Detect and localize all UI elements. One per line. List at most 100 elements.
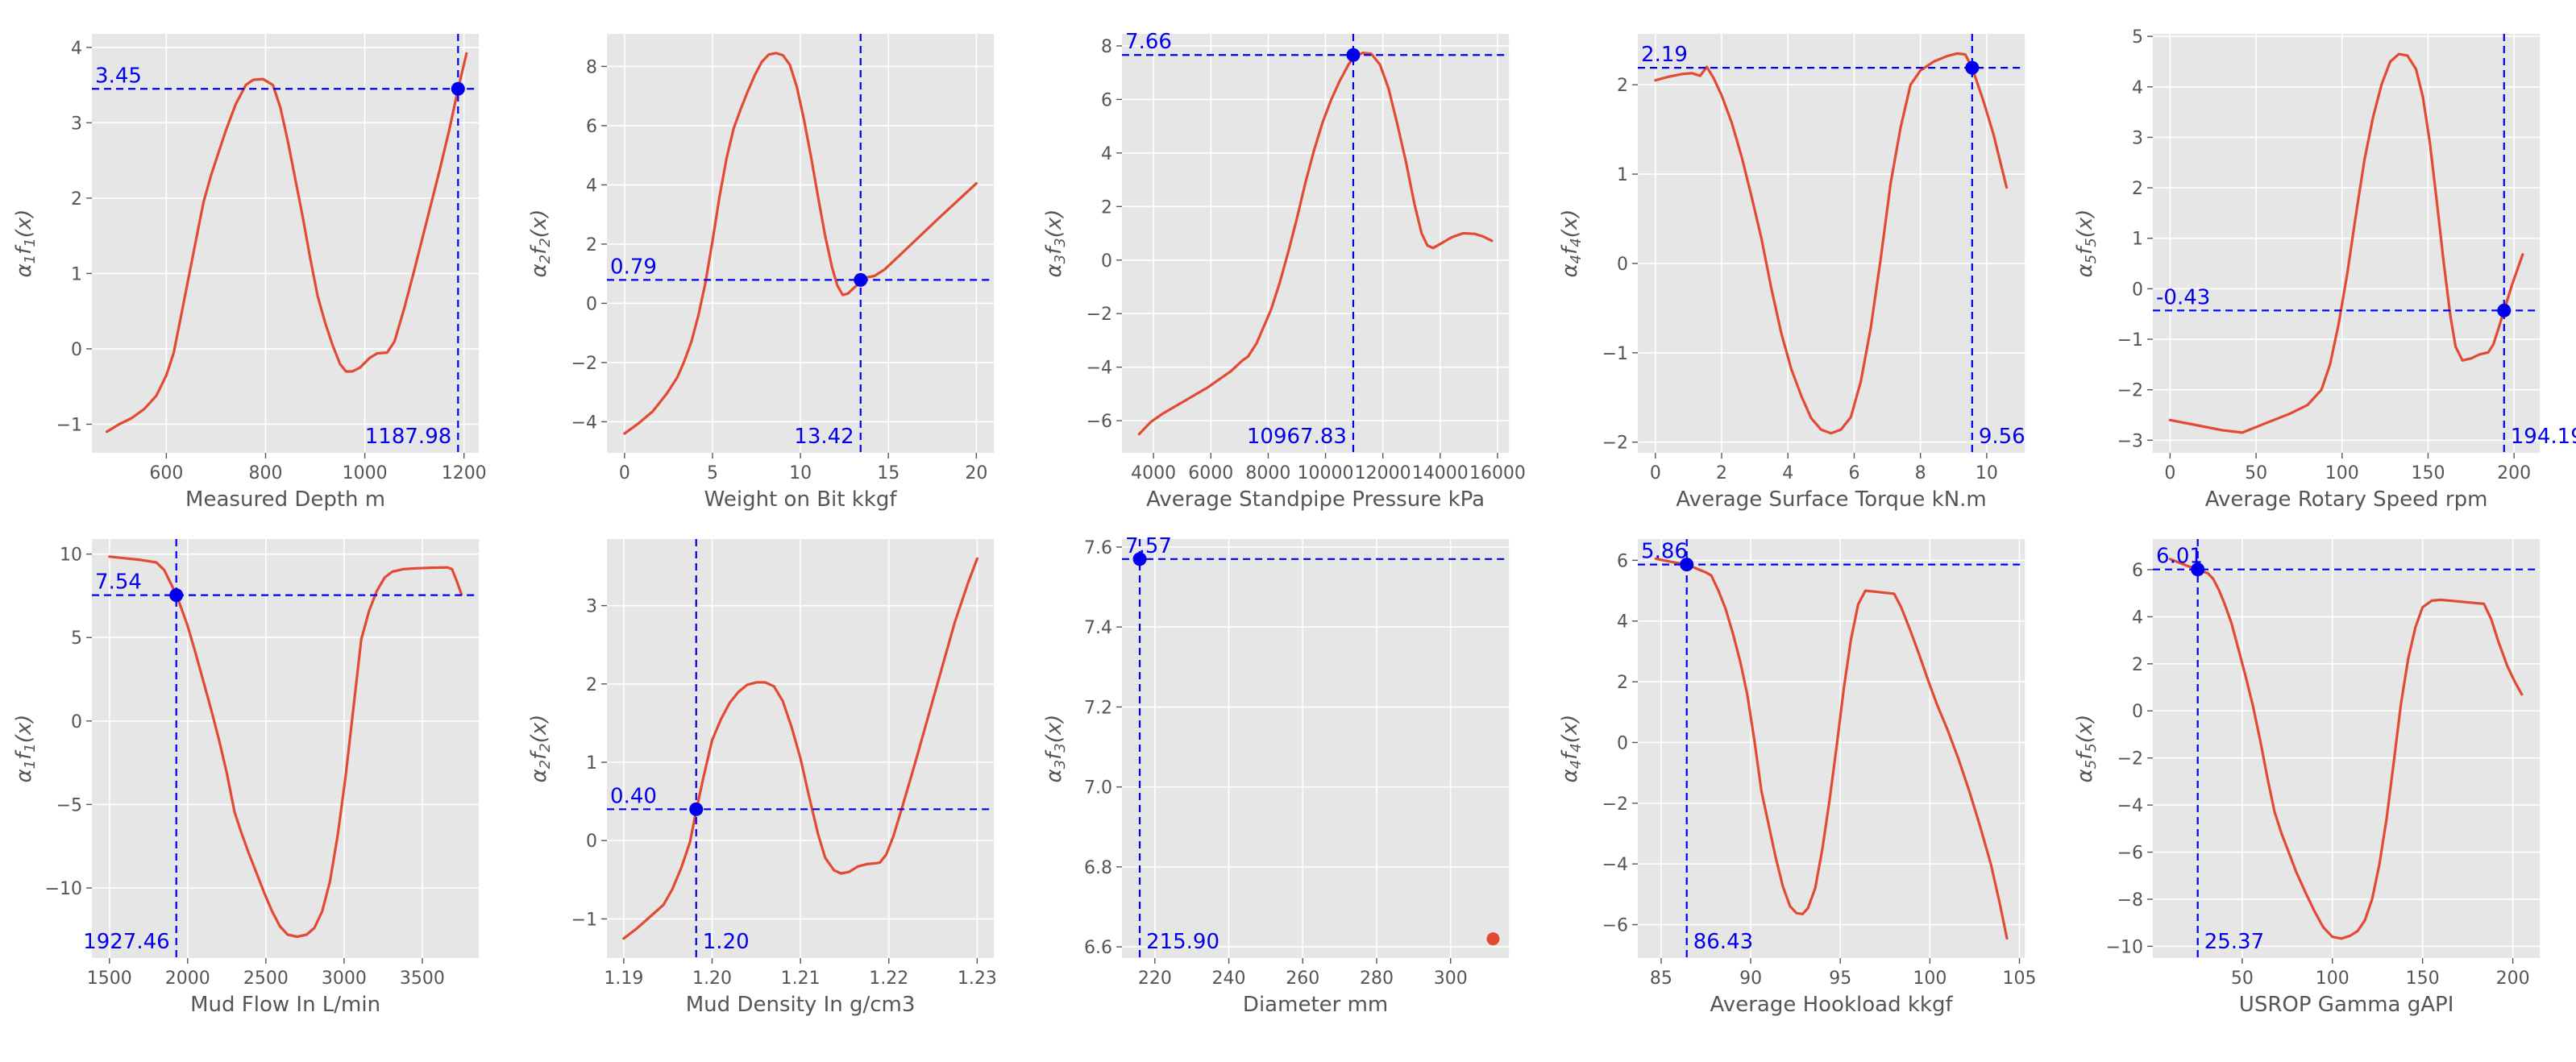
y-tick-label: 6	[1617, 551, 1628, 571]
x-tick-label: 1.21	[781, 969, 821, 989]
x-tick-label: 8000	[1246, 463, 1291, 483]
x-tick-label: 2500	[243, 969, 289, 989]
x-tick-label: 1.23	[958, 969, 997, 989]
y-value-annotation: 7.54	[95, 570, 142, 595]
y-tick-label: −6	[1602, 916, 1627, 936]
x-tick-label: 10	[789, 463, 812, 483]
chart-canvas-usrop-gamma: 50 100 150 200 −10 −8 −6 −4 −2 0 2 4 6 6.01 25.37 USROP…	[2073, 539, 2540, 1017]
x-axis-label: Mud Density In g/cm3	[686, 993, 916, 1017]
y-tick-label: −4	[1086, 359, 1112, 379]
y-axis-label: α2f2(x)	[527, 715, 554, 783]
marker-point	[451, 81, 465, 96]
x-tick-label: 1200	[442, 463, 487, 483]
x-tick-label: 85	[1649, 969, 1672, 989]
x-tick-label: 16000	[1469, 463, 1526, 483]
y-tick-label: 6.8	[1084, 858, 1112, 878]
chart-weight-on-bit: 0 5 10 15 20 −4 −2 0 2 4 6 8 0.79 13.42 Weight on Bit …	[515, 0, 1030, 531]
y-axis-label: α3f3(x)	[1042, 715, 1069, 783]
y-tick-label: −10	[45, 879, 82, 899]
chart-measured-depth: 600 800 1000 1200 −1 0 1 2 3 4 3.45 1187.98 Measured…	[0, 0, 515, 531]
y-tick-label: 6	[2132, 561, 2143, 581]
x-tick-label: 5	[707, 463, 718, 483]
y-tick-label: −4	[571, 413, 597, 433]
y-tick-label: 0	[1617, 255, 1628, 275]
shape-function-curve	[1653, 52, 2008, 435]
marker-point	[1964, 60, 1979, 75]
x-value-annotation: 1187.98	[365, 425, 452, 449]
y-tick-label: 1	[71, 264, 82, 284]
y-value-annotation: -0.43	[2156, 285, 2210, 309]
y-tick-label: −1	[2117, 330, 2142, 351]
x-tick-label: 150	[2411, 463, 2445, 483]
y-tick-label: 5	[2132, 27, 2143, 48]
x-tick-label: 150	[2405, 969, 2439, 989]
y-tick-label: 0	[586, 294, 597, 314]
x-tick-label: 100	[2325, 463, 2359, 483]
y-tick-label: −2	[2117, 381, 2142, 401]
x-value-annotation: 9.56	[1978, 425, 2025, 449]
y-tick-label: −2	[1602, 434, 1627, 454]
y-value-annotation: 7.57	[1125, 534, 1172, 558]
chart-canvas-mud-flow-in: 1500 2000 2500 3000 3500 −10 −5 0 5 10 7.54 1927.46…	[12, 539, 480, 1017]
y-value-annotation: 5.86	[1641, 540, 1688, 564]
x-tick-label: 1.19	[605, 969, 644, 989]
y-axis-label: α1f1(x)	[12, 209, 39, 278]
x-value-annotation: 1927.46	[83, 930, 170, 954]
y-tick-label: 0	[2132, 280, 2143, 300]
y-tick-label: −1	[1602, 344, 1627, 364]
y-tick-label: 0	[71, 712, 82, 732]
shape-function-curve	[2168, 558, 2524, 940]
plot-area	[1122, 539, 1510, 958]
y-tick-label: 6.6	[1084, 938, 1112, 958]
y-axis-label: α2f2(x)	[527, 209, 554, 278]
x-tick-label: 95	[1829, 969, 1851, 989]
shape-function-curve	[1138, 51, 1494, 436]
y-tick-label: 2	[586, 235, 597, 255]
y-tick-label: 4	[2132, 608, 2143, 628]
marker-point	[2190, 562, 2204, 577]
y-value-annotation: 7.66	[1125, 30, 1172, 54]
x-tick-label: 4	[1782, 463, 1793, 483]
x-tick-label: 12000	[1355, 463, 1411, 483]
y-value-annotation: 0.40	[610, 784, 657, 808]
x-tick-label: 105	[2002, 969, 2036, 989]
y-value-annotation: 3.45	[95, 64, 142, 88]
y-axis-label: α4f4(x)	[1558, 209, 1585, 278]
x-axis-label: Diameter mm	[1243, 993, 1388, 1017]
y-tick-label: −8	[2117, 890, 2142, 911]
x-tick-label: 1500	[87, 969, 132, 989]
x-tick-label: 2	[1716, 463, 1727, 483]
x-tick-label: 100	[2316, 969, 2350, 989]
y-tick-label: 7.0	[1084, 778, 1112, 799]
x-tick-label: 50	[2231, 969, 2254, 989]
x-tick-label: 6	[1848, 463, 1859, 483]
y-value-annotation: 0.79	[610, 255, 657, 279]
x-value-annotation: 13.42	[794, 425, 854, 449]
plot-area	[1637, 34, 2025, 453]
y-tick-label: −4	[1602, 855, 1627, 875]
x-tick-label: 14000	[1412, 463, 1469, 483]
x-value-annotation: 194.19	[2511, 425, 2576, 449]
y-tick-label: 3	[2132, 128, 2143, 148]
x-tick-label: 4000	[1132, 463, 1177, 483]
y-tick-label: 4	[1101, 144, 1112, 164]
x-tick-label: 100	[1913, 969, 1947, 989]
y-tick-label: −10	[2105, 937, 2142, 957]
x-tick-label: 10000	[1298, 463, 1354, 483]
y-tick-label: 4	[586, 176, 597, 196]
y-tick-label: 2	[1101, 197, 1112, 218]
y-tick-label: −3	[2117, 431, 2142, 451]
x-tick-label: 0	[1649, 463, 1660, 483]
plot-area	[1637, 539, 2025, 958]
chart-rotary-speed: 0 50 100 150 200 −3 −2 −1 0 1 2 3 4 5 -0.43 194.19 Avera…	[2061, 0, 2576, 531]
chart-hookload: 85 90 95 100 105 −6 −4 −2 0 2 4 6 5.86 86.43 Average H…	[1546, 531, 2061, 1062]
x-tick-label: 6000	[1189, 463, 1234, 483]
y-tick-label: 8	[1101, 37, 1112, 57]
y-tick-label: 2	[586, 675, 597, 695]
plot-area	[2152, 539, 2540, 958]
chart-canvas-standpipe-pressure: 4000 6000 8000 10000 12000 14000 16000 −6 −4 −2 0 2…	[1042, 30, 1526, 512]
y-tick-label: 4	[71, 39, 82, 59]
x-value-annotation: 10967.83	[1247, 425, 1347, 449]
x-axis-label: Mud Flow In L/min	[190, 993, 380, 1017]
